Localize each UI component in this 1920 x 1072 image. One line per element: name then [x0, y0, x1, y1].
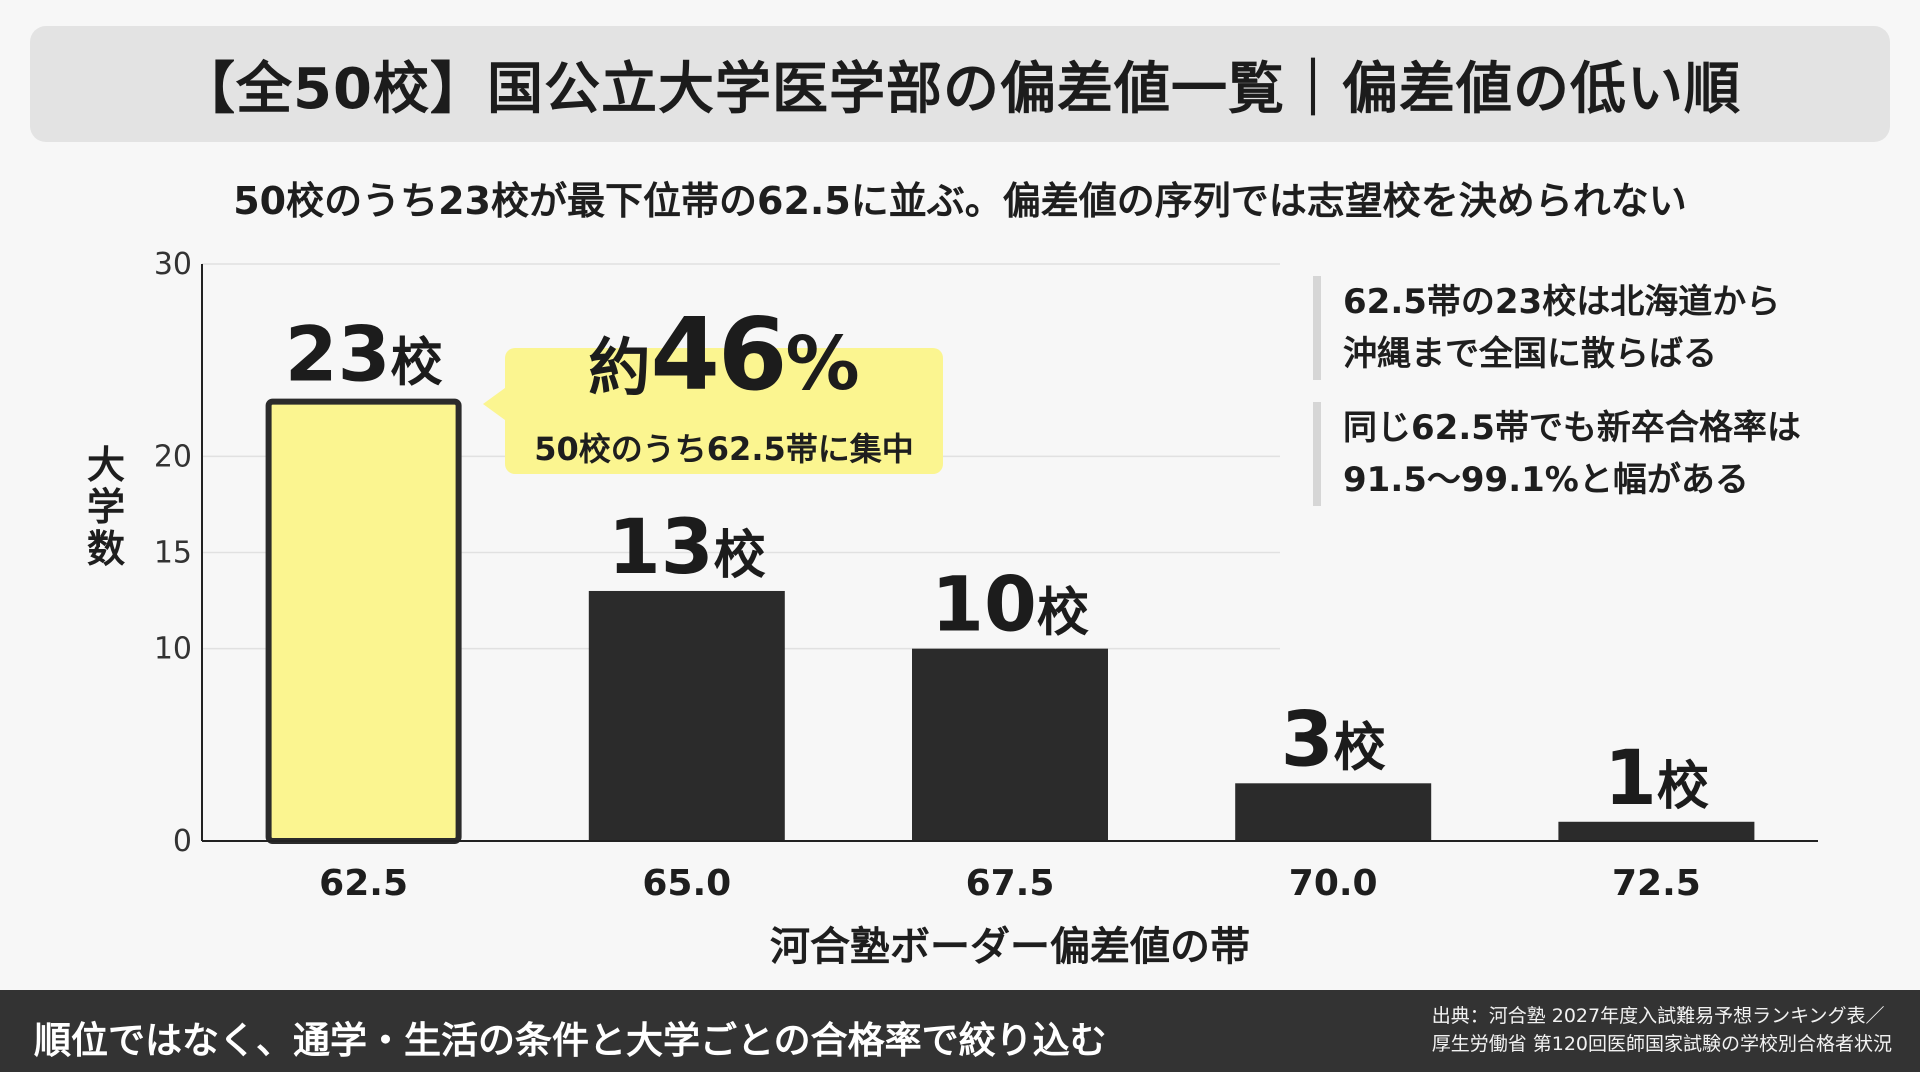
page-subtitle: 50校のうち23校が最下位帯の62.5に並ぶ。偏差値の序列では志望校を決められな…	[233, 179, 1687, 223]
bar-62.5	[265, 398, 462, 844]
axis-ticks: 0 10 15 20 30 62.5 65.0 67.5 70.0 72.5	[154, 247, 1701, 904]
data-labels: 23校 13校 10校 3校 1校	[285, 310, 1709, 822]
y-tick-label: 30	[154, 247, 192, 282]
data-label: 23校	[285, 310, 443, 399]
x-tick-label: 62.5	[319, 863, 408, 904]
bars	[265, 398, 1755, 844]
data-label: 10校	[931, 560, 1089, 649]
x-axis-title: 河合塾ボーダー偏差値の帯	[770, 924, 1250, 970]
data-label: 3校	[1281, 694, 1386, 783]
y-tick-label: 20	[154, 439, 192, 474]
bar-70.0	[1235, 783, 1432, 841]
share-callout: 約46% 50校のうち62.5帯に集中	[483, 296, 943, 474]
bar-72.5	[1558, 821, 1755, 841]
y-tick-label: 15	[154, 536, 192, 571]
y-tick-label: 10	[154, 632, 192, 667]
y-tick-label: 0	[173, 824, 192, 859]
x-tick-label: 72.5	[1612, 863, 1701, 904]
note-item-spread: 62.5帯の23校は北海道から 沖縄まで全国に散らばる	[1313, 276, 1893, 380]
page-title: 【全50校】国公立大学医学部の偏差値一覧｜偏差値の低い順	[179, 56, 1741, 122]
notes-panel: 62.5帯の23校は北海道から 沖縄まで全国に散らばる 同じ62.5帯でも新卒合…	[1313, 276, 1893, 528]
footer-source: 出典：河合塾 2027年度入試難易予想ランキング表／ 厚生労働省 第120回医師…	[1431, 1005, 1892, 1055]
callout-number: 46	[650, 296, 787, 413]
footer-bar: 順位ではなく、通学・生活の条件と大学ごとの合格率で絞り込む 出典：河合塾 202…	[0, 990, 1920, 1072]
y-axis-title: 大学数	[87, 443, 125, 571]
callout-headline: 約46%	[505, 296, 943, 413]
bar-chart: 0 10 15 20 30 62.5 65.0 67.5 70.0 72.5 23校 13校 10校 3…	[87, 247, 1818, 970]
footer-message: 順位ではなく、通学・生活の条件と大学ごとの合格率で絞り込む	[34, 1019, 1107, 1062]
note-item-pass-rate: 同じ62.5帯でも新卒合格率は 91.5〜99.1%と幅がある	[1313, 402, 1893, 506]
callout-prefix: 約	[588, 331, 651, 404]
svg-text:大学数: 大学数	[87, 443, 125, 571]
data-label: 1校	[1604, 733, 1709, 822]
callout-subtext: 50校のうち62.5帯に集中	[534, 430, 914, 468]
bar-67.5	[912, 648, 1108, 841]
bar-65.0	[588, 590, 785, 841]
data-label: 13校	[608, 502, 766, 591]
callout-suffix: %	[785, 321, 860, 407]
x-tick-label: 70.0	[1289, 863, 1378, 904]
x-tick-label: 67.5	[966, 863, 1055, 904]
title-bar: 【全50校】国公立大学医学部の偏差値一覧｜偏差値の低い順	[30, 26, 1890, 142]
x-tick-label: 65.0	[642, 863, 731, 904]
